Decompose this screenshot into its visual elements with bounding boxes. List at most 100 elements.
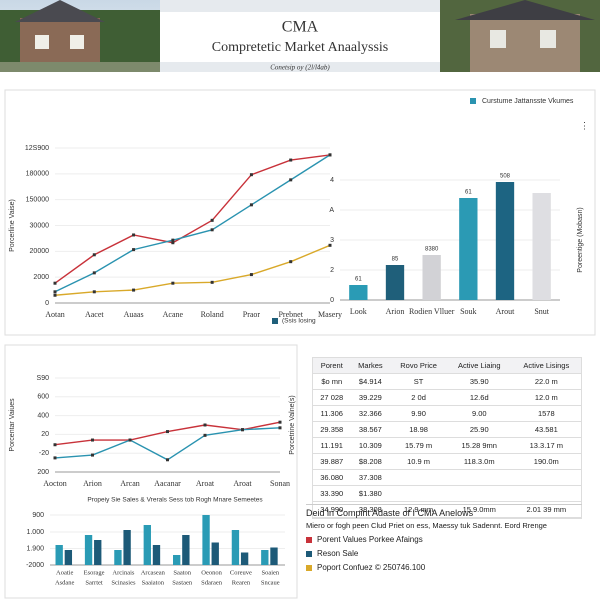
point [249,203,253,207]
bar [231,530,240,565]
x-tick-label: Snut [534,307,549,316]
table-cell: 29.358 [313,421,351,438]
table-row: 27 028 39.229 2 0d 12.6d 12.0 m [313,389,581,406]
point [53,290,57,294]
bar [114,550,122,565]
y-tick-label: 600 [37,394,49,401]
table-cell: 22.0 m [511,373,581,390]
table-row: 11.191 10.309 15.79 m 15.28 9mn 13.3.17 m [313,437,581,454]
x-tick-label-2: Saaiaton [142,579,165,586]
y-tick-label: 150000 [26,197,49,204]
point [249,173,253,177]
x-tick-label-2: Rearen [232,579,251,586]
point [203,423,207,427]
x-tick-label: Arion [83,479,102,488]
x-tick-label-2: Sncaue [261,579,280,586]
table-cell: 15.28 9mn [446,437,512,454]
point [132,288,136,292]
table-cell: 12.0 m [511,389,581,406]
x-tick-label-2: Asdane [55,579,75,586]
bar [55,545,63,565]
x-tick-label: Aroat [233,479,252,488]
line-series [54,244,331,296]
y-tick-label: A [329,207,334,214]
y-tick-label: S90 [37,375,50,382]
table: Porent Markes Rovo Price Active Liaing Activ… [313,358,581,518]
x-tick-label: Arion [386,307,405,316]
point [132,248,136,252]
table-cell: 35.90 [446,373,512,390]
subtitle: Compretetic Market Anaalyssis [212,40,389,55]
y-tick-label: 20 [41,431,49,438]
x-tick-label: Praor [243,310,261,319]
point [91,453,94,457]
table-cell [511,485,581,502]
x-tick-label: Arout [496,307,515,316]
point [249,273,253,277]
table-cell: 39.229 [350,389,391,406]
table-cell: 190.0m [511,453,581,470]
x-tick-label-2: Scinasies [111,579,136,586]
table-cell [446,469,512,486]
point [328,153,332,157]
table-cell: 2 0d [390,389,447,406]
bar-annotation: 508 [500,174,511,180]
header-cell: Active Lisings [511,358,581,374]
table-cell [390,485,447,502]
bar [182,535,190,565]
point [278,420,282,424]
menu-icon[interactable]: ⋮ [580,120,589,130]
point [166,458,169,462]
point [92,271,96,275]
table-cell: 38.567 [350,421,391,438]
table-cell: 39.887 [313,453,351,470]
table-cell: 9.00 [446,405,512,422]
legend-swatch [272,318,278,324]
bar [143,525,151,565]
y-tick-label: 4 [330,177,334,184]
point [171,281,175,285]
bar-annotation: 8380 [425,247,439,253]
table-row: 34.990 38.308 12.9 mm 15 9.0mm 2.01 39 mm [313,501,581,518]
x-tick-label: Roland [201,310,224,319]
y-tick-label: 180000 [26,171,49,178]
y-tick-label: 200 [37,469,49,476]
point [53,293,57,297]
table-cell: 12.9 mm [390,501,447,518]
bar [211,542,219,565]
point [210,218,214,222]
bar [385,265,405,300]
top-panel [4,89,596,336]
table-cell: 36.080 [313,469,351,486]
notes-label: Porent Values Porkee Afaings [317,535,423,544]
bar [152,545,161,565]
legend-label: Curstume Jattansste Vkumes [482,98,574,105]
point [203,433,207,437]
x-tick-label: Acane [163,310,184,319]
x-tick-label: Aotan [45,310,65,319]
table-cell: $1.380 [350,485,391,502]
title-box [160,12,440,62]
table-body: $o mn $4.914 ST 35.90 22.0 m 27 028 39.229 2 0d… [313,373,581,518]
notes-item: Reson Sale [306,549,582,558]
table-cell: 43.581 [511,421,581,438]
y-axis-title: Porcentar Vaiues [9,398,16,452]
bar-annotation: 61 [465,190,472,196]
notes-label: Reson Sale [317,549,359,558]
y-tick-label: -20 [39,450,49,457]
x-tick-label: Rodien Vlluer [409,307,455,316]
line-series [54,154,331,284]
table-cell: 25.90 [446,421,512,438]
table-row: $o mn $4.914 ST 35.90 22.0 m [313,373,581,390]
notes-items: Porent Values Porkee Afaings Reson Sale Po… [306,535,582,572]
notes-item: Poport Confuez © 250746.100 [306,563,582,572]
table-row: 33.390 $1.380 [313,485,581,502]
y-axis-title: Porcerline Vaise) [9,199,16,252]
notes-swatch [306,550,312,557]
x-tick-label-2: Sarrtet [85,579,103,586]
y-tick-label: 30000 [30,222,50,229]
bar [202,515,210,565]
table-cell: 34.990 [313,501,351,518]
table-cell: 37.308 [350,469,391,486]
table-cell [446,485,512,502]
